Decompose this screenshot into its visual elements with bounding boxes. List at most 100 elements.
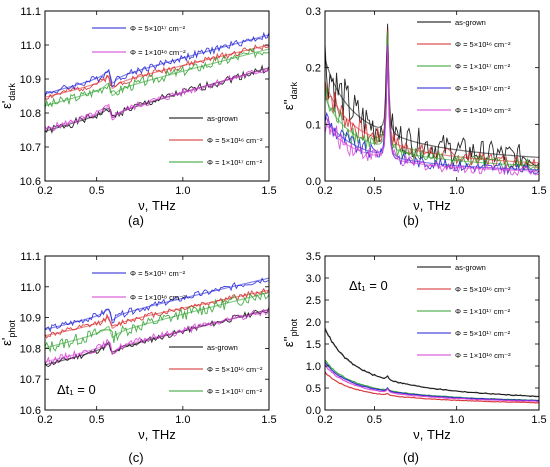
y-axis-label: ε'phot	[0, 320, 17, 346]
y-tick-label: 3.5	[306, 251, 321, 263]
panel-label: (b)	[403, 213, 419, 228]
series-group	[325, 23, 539, 177]
legend-entry: Φ = 5×10¹⁶ cm⁻²	[207, 136, 263, 145]
y-tick-label: 10.9	[20, 74, 41, 86]
legend-entry: Φ = 5×10¹⁷ cm⁻²	[455, 329, 511, 338]
legend-entry: as-grown	[455, 18, 486, 27]
y-axis-label-sub: dark	[7, 83, 17, 101]
legend-entry: Φ = 1×10¹⁸ cm⁻²	[455, 351, 511, 360]
y-tick-label: 1.5	[306, 339, 321, 351]
y-axis-label-sub: phot	[7, 320, 17, 338]
fit-line	[325, 327, 539, 397]
fit-line	[45, 34, 269, 95]
legend-entry: Φ = 5×10¹⁶ cm⁻²	[207, 365, 263, 374]
fit-line	[325, 362, 539, 402]
y-tick-label: 0.5	[306, 383, 321, 395]
legend-entry: Φ = 1×10¹⁷ cm⁻²	[207, 158, 263, 167]
y-axis-label: ε''dark	[281, 81, 299, 110]
x-tick-label: 1.5	[531, 414, 546, 426]
y-axis-label-sub: phot	[289, 318, 299, 336]
series-line	[45, 292, 269, 353]
y-tick-label: 10.8	[20, 108, 41, 120]
legend-entry: as-grown	[207, 114, 238, 123]
series-line	[325, 371, 539, 404]
fit-line	[325, 371, 539, 404]
legend-entry: Φ = 1×10¹⁷ cm⁻²	[455, 62, 511, 71]
y-axis-label-sub: dark	[289, 81, 299, 99]
legend-entry: Φ = 5×10¹⁷ cm⁻²	[130, 24, 186, 33]
y-tick-label: 10.6	[20, 176, 41, 188]
fit-line	[45, 48, 269, 107]
legend-entry: Φ = 1×10¹⁸ cm⁻²	[455, 106, 511, 115]
panel-label: (d)	[403, 450, 419, 465]
legend-entry: Φ = 1×10¹⁷ cm⁻²	[207, 387, 263, 396]
y-tick-label: 10.7	[20, 374, 41, 386]
legend-entry: Φ = 1×10¹⁸ cm⁻²	[130, 293, 186, 302]
panel-label: (a)	[128, 213, 144, 228]
annotation-delta-t: Δt₁ = 0	[349, 278, 388, 293]
x-tick-label: 1.0	[449, 414, 464, 426]
x-tick-label: 1.5	[531, 185, 546, 197]
series-line	[325, 328, 539, 398]
series-line	[45, 307, 269, 365]
x-tick-label: 1.0	[175, 185, 190, 197]
y-tick-label: 0.0	[306, 405, 321, 417]
fit-line	[45, 277, 269, 331]
x-axis-label: ν, THz	[138, 198, 176, 213]
x-tick-label: 0.5	[367, 414, 382, 426]
legend: Φ = 5×10¹⁷ cm⁻² Φ = 1×10¹⁸ cm⁻² as-grown Φ …	[92, 269, 263, 396]
fit-line	[45, 44, 269, 98]
y-tick-label: 0.0	[306, 176, 321, 188]
x-axis-label: ν, THz	[413, 427, 451, 442]
y-tick-label: 0.2	[306, 63, 321, 75]
y-tick-label: 3.0	[306, 273, 321, 285]
fit-line	[325, 44, 539, 172]
y-axis-label: ε''phot	[281, 318, 299, 347]
y-axis-label-main: ε'	[0, 338, 14, 346]
panel-d: 0.2 0.5 1.0 1.5 0.0 0.5 1.0 1.5 2.0 2.5 3.0 3.5 ν, T…	[281, 251, 547, 465]
annotation-delta-t: Δt₁ = 0	[57, 382, 96, 397]
y-tick-label: 0.3	[306, 6, 321, 18]
x-tick-label: 0.2	[317, 185, 332, 197]
x-axis-label: ν, THz	[138, 427, 176, 442]
x-tick-label: 0.2	[37, 185, 52, 197]
legend-entry: Φ = 5×10¹⁷ cm⁻²	[130, 269, 186, 278]
y-tick-label: 11.1	[20, 251, 41, 263]
plot-frame	[324, 255, 540, 411]
y-tick-label: 10.9	[20, 313, 41, 325]
plot-frame	[44, 255, 270, 411]
legend-entry: Φ = 5×10¹⁶ cm⁻²	[455, 40, 511, 49]
panel-b: 0.2 0.5 1.0 1.5 0.0 0.1 0.2 0.3 ν, THz ε''dark (b)…	[281, 6, 547, 228]
series-line	[45, 277, 269, 333]
fit-line	[325, 27, 539, 158]
fit-line	[45, 309, 269, 363]
y-tick-label: 10.8	[20, 343, 41, 355]
fit-line	[45, 67, 269, 131]
x-tick-label: 0.5	[89, 185, 104, 197]
series-group	[45, 31, 269, 134]
legend-entry: Φ = 5×10¹⁷ cm⁻²	[455, 84, 511, 93]
x-tick-label: 1.0	[449, 185, 464, 197]
fit-line	[325, 39, 539, 167]
x-tick-label: 0.5	[89, 414, 104, 426]
series-line	[325, 23, 539, 168]
y-tick-label: 2.0	[306, 317, 321, 329]
plot-frame	[324, 10, 540, 182]
legend: as-grown Φ = 5×10¹⁶ cm⁻² Φ = 1×10¹⁷ cm⁻² Φ …	[417, 18, 511, 115]
y-tick-label: 2.5	[306, 295, 321, 307]
y-tick-label: 11.0	[20, 40, 41, 52]
x-tick-label: 0.5	[367, 185, 382, 197]
fit-line	[325, 364, 539, 402]
y-tick-label: 10.6	[20, 405, 41, 417]
y-tick-label: 0.1	[306, 119, 321, 131]
plot-frame	[44, 10, 270, 182]
legend-entry: Φ = 1×10¹⁷ cm⁻²	[455, 307, 511, 316]
fit-line	[45, 289, 269, 337]
y-tick-label: 10.7	[20, 142, 41, 154]
legend-entry: Φ = 1×10¹⁸ cm⁻²	[130, 48, 186, 57]
x-axis-label: ν, THz	[413, 198, 451, 213]
panel-c: 0.2 0.5 1.0 1.5 10.6 10.7 10.8 10.9 11.0 11.1 ν, T…	[0, 251, 277, 465]
series-line	[325, 28, 539, 170]
y-tick-label: 11.0	[20, 282, 41, 294]
